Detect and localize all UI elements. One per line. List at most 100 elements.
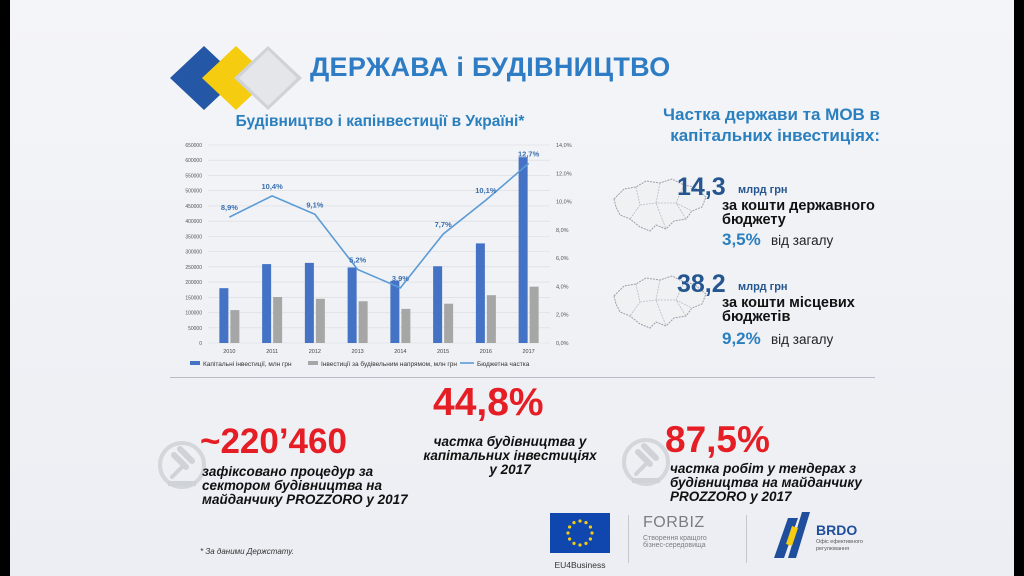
line-budget-share: [229, 162, 530, 289]
local-percent: 9,2%: [722, 329, 761, 348]
y-left-tick-label: 250000: [185, 265, 202, 271]
divider: [170, 377, 875, 378]
x-tick-label: 2015: [437, 349, 449, 355]
legend-swatch: [308, 361, 318, 365]
bar-construction-investment: [358, 301, 368, 343]
investment-chart: 0 50000 100000 150000 200000 250000 300000 3500…: [185, 143, 572, 368]
stat3-text-1: частка робіт у тендерах з: [670, 461, 857, 476]
logo-separator: [746, 515, 747, 563]
stat1-text-1: зафіксовано процедур за: [202, 464, 374, 479]
bar-construction-investment: [444, 303, 454, 343]
logo-separator: [628, 515, 629, 563]
y-right-tick-label: 2,0%: [556, 313, 569, 319]
x-tick-label: 2012: [309, 349, 321, 355]
y-right-tick-label: 8,0%: [556, 228, 569, 234]
y-right-tick-label: 10,0%: [556, 200, 572, 206]
eu4business-logo: EU4Business: [550, 513, 612, 570]
y-left-tick-label: 350000: [185, 234, 202, 240]
footnote: * За даними Держстату.: [200, 547, 294, 556]
y-left-tick-label: 50000: [188, 326, 202, 332]
ukraine-map-icon: [613, 275, 707, 329]
data-label-budget-share: 8,9%: [221, 203, 238, 212]
state-value: 14,3: [677, 173, 726, 201]
x-tick-label: 2017: [523, 349, 535, 355]
stat3-value: 87,5%: [665, 419, 770, 460]
data-label-budget-share: 5,2%: [349, 255, 366, 264]
y-left-tick-label: 500000: [185, 189, 202, 195]
forbiz-sub-2: бізнес-середовища: [643, 542, 706, 549]
eu4business-label: EU4Business: [554, 560, 606, 570]
bar-capital-investment: [390, 280, 400, 343]
legend-label: Капітальні інвестиції, млн грн: [203, 360, 292, 368]
state-desc-2: бюджету: [722, 212, 786, 228]
brdo-logo-icon: [774, 512, 810, 558]
bar-construction-investment: [315, 298, 325, 343]
ukraine-map-icon: [613, 178, 707, 232]
stat1-value: ~220’460: [200, 422, 347, 461]
y-right-tick-label: 14,0%: [556, 143, 572, 149]
forbiz-logo: FORBIZ Створення кращого бізнес-середови…: [643, 514, 739, 549]
y-right-tick-label: 4,0%: [556, 284, 569, 290]
data-label-budget-share: 7,7%: [435, 220, 452, 229]
bar-capital-investment: [219, 288, 229, 343]
x-tick-label: 2016: [480, 349, 492, 355]
y-left-tick-label: 300000: [185, 250, 202, 256]
local-percent-label: від загалу: [771, 332, 834, 347]
diamond-logo: [170, 46, 302, 110]
gavel-icon: [622, 438, 670, 486]
state-percent-label: від загалу: [771, 233, 834, 248]
bar-capital-investment: [304, 262, 314, 343]
x-tick-label: 2011: [266, 349, 278, 355]
y-left-tick-label: 400000: [185, 219, 202, 225]
legend-swatch: [190, 361, 200, 365]
brdo-sub-1: Офіс ефективного: [816, 539, 863, 545]
x-tick-label: 2010: [223, 349, 235, 355]
y-right-tick-label: 12,0%: [556, 171, 572, 177]
local-desc-1: за кошти місцевих: [722, 295, 855, 311]
stat3-text-3: PROZZORO у 2017: [670, 489, 792, 504]
y-left-tick-label: 650000: [185, 143, 202, 149]
data-label-budget-share: 10,4%: [261, 182, 283, 191]
stat1-text-2: сектором будівництва на: [202, 478, 382, 493]
stat2-text-2: капітальних інвестиціях: [423, 448, 597, 463]
y-left-tick-label: 150000: [185, 295, 202, 301]
bar-capital-investment: [433, 266, 443, 343]
x-tick-label: 2013: [352, 349, 364, 355]
local-unit: млрд грн: [738, 281, 788, 293]
local-value: 38,2: [677, 270, 726, 298]
y-left-tick-label: 100000: [185, 311, 202, 317]
bar-capital-investment: [347, 267, 357, 343]
y-left-tick-label: 0: [199, 341, 202, 347]
bar-construction-investment: [273, 297, 283, 343]
chart-title: Будівництво і капінвестиції в Україні*: [235, 113, 525, 130]
data-label-budget-share: 10,1%: [475, 186, 497, 195]
bar-construction-investment: [529, 286, 539, 343]
right-header: Частка держави та МОВ в капітальних інве…: [663, 105, 880, 145]
stat1-text-3: майданчику PROZZORO у 2017: [202, 492, 408, 507]
state-unit: млрд грн: [738, 184, 788, 196]
stat2-text-1: частка будівництва у: [433, 434, 587, 449]
bar-construction-investment: [230, 310, 240, 343]
local-desc-2: бюджетів: [722, 309, 791, 325]
y-left-tick-label: 600000: [185, 158, 202, 164]
brdo-label: BRDO: [816, 522, 858, 538]
y-left-tick-label: 200000: [185, 280, 202, 286]
bar-construction-investment: [401, 308, 411, 343]
state-percent: 3,5%: [722, 230, 761, 249]
legend-label: Інвестиції за будівельним напрямом, млн …: [321, 360, 457, 368]
page-title: ДЕРЖАВА і БУДІВНИЦТВО: [310, 52, 671, 82]
bar-construction-investment: [486, 295, 496, 343]
y-right-tick-label: 0,0%: [556, 341, 569, 347]
forbiz-label: FORBIZ: [643, 514, 705, 531]
stat2-text-3: у 2017: [489, 462, 531, 477]
state-desc-1: за кошти державного: [722, 198, 875, 214]
gavel-icon: [158, 441, 206, 489]
bar-capital-investment: [518, 157, 528, 343]
y-right-tick-label: 6,0%: [556, 256, 569, 262]
data-label-budget-share: 3,9%: [392, 274, 409, 283]
slide: ДЕРЖАВА і БУДІВНИЦТВО Будівництво і капі…: [10, 0, 1014, 576]
forbiz-sub-1: Створення кращого: [643, 535, 707, 542]
eu-flag-icon: [550, 513, 610, 553]
data-label-budget-share: 9,1%: [306, 200, 323, 209]
bar-capital-investment: [262, 264, 272, 343]
